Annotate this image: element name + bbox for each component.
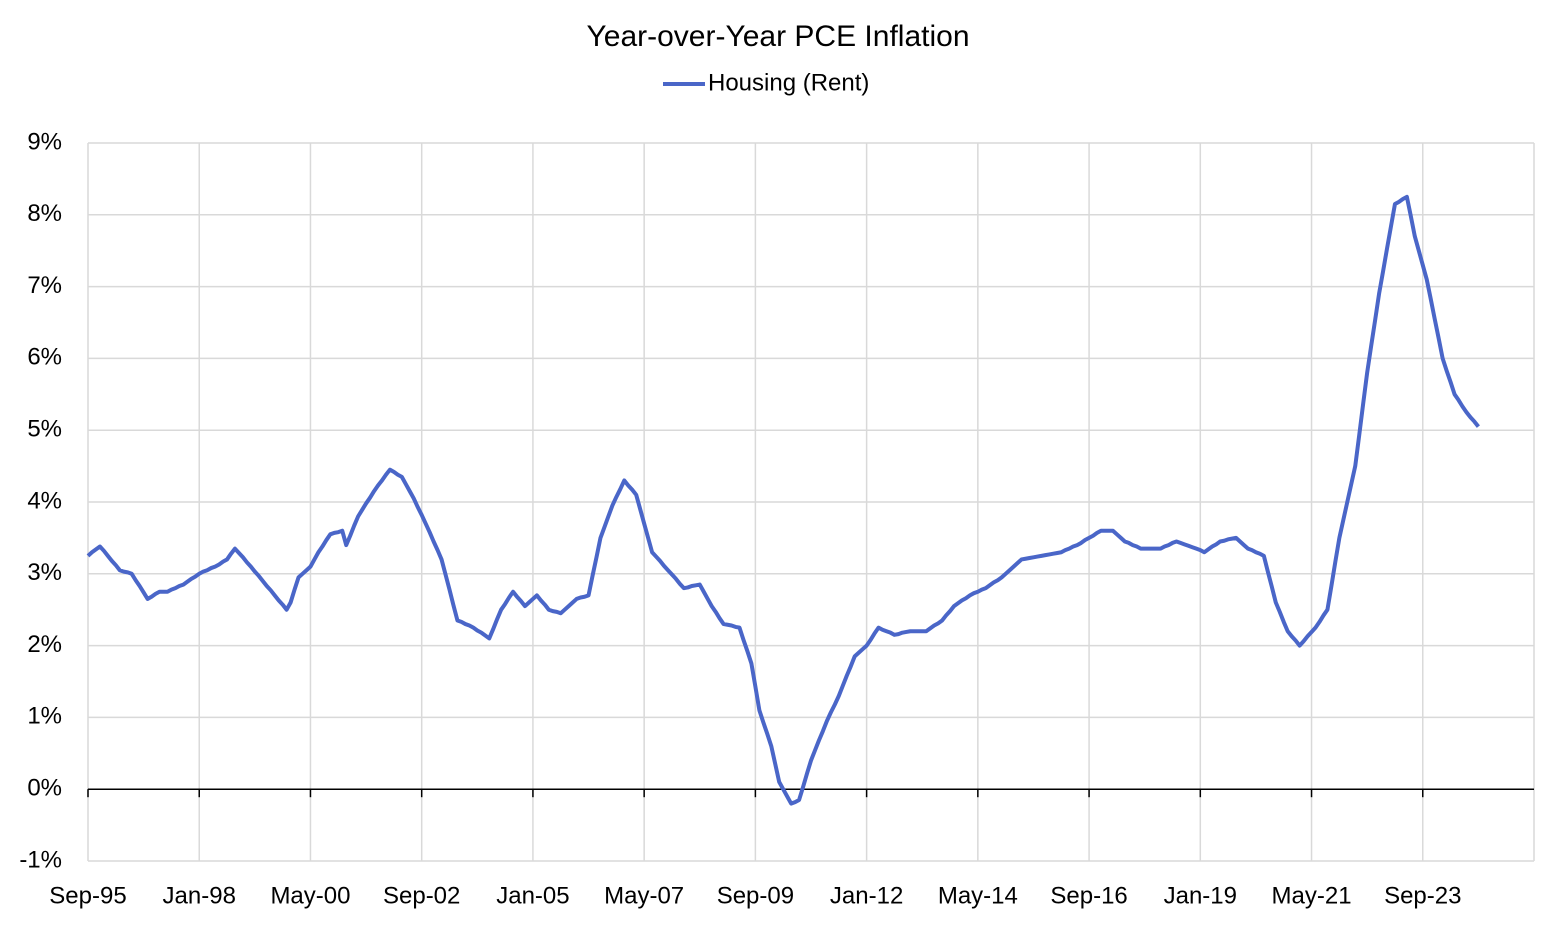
y-tick-label: -1% [19, 846, 62, 873]
x-tick-label: May-07 [604, 882, 684, 909]
x-tick-label: Jan-12 [830, 882, 903, 909]
x-tick-label: Sep-16 [1050, 882, 1127, 909]
y-tick-label: 5% [27, 416, 62, 443]
x-tick-label: Sep-09 [717, 882, 794, 909]
x-tick-label: Jan-98 [163, 882, 236, 909]
x-tick-label: May-00 [270, 882, 350, 909]
y-tick-label: 7% [27, 272, 62, 299]
x-tick-label: Sep-23 [1384, 882, 1461, 909]
y-tick-label: 6% [27, 344, 62, 371]
y-tick-label: 4% [27, 487, 62, 514]
y-tick-label: 2% [27, 631, 62, 658]
x-tick-label: Sep-95 [49, 882, 126, 909]
y-tick-label: 8% [27, 200, 62, 227]
x-tick-label: May-21 [1272, 882, 1352, 909]
series-line [86, 194, 1480, 806]
x-tick-label: Sep-02 [383, 882, 460, 909]
chart-title: Year-over-Year PCE Inflation [587, 20, 970, 53]
y-tick-label: 1% [27, 703, 62, 730]
y-tick-label: 3% [27, 559, 62, 586]
x-tick-label: Jan-19 [1164, 882, 1237, 909]
legend-label: Housing (Rent) [708, 69, 869, 96]
x-tick-label: May-14 [938, 882, 1018, 909]
y-tick-label: 0% [27, 775, 62, 802]
y-tick-label: 9% [27, 128, 62, 155]
x-tick-label: Jan-05 [496, 882, 569, 909]
